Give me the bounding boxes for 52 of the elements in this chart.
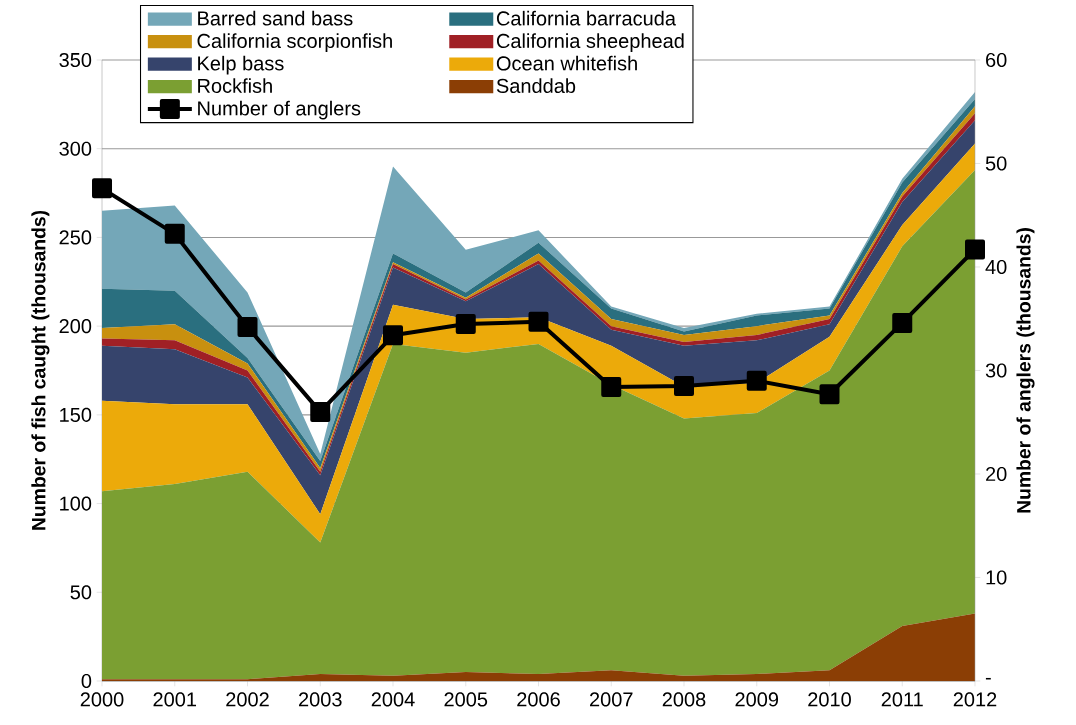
x-tick-label: 2007: [590, 692, 633, 707]
point: [237, 317, 258, 338]
x-tick-label: 2000: [80, 692, 124, 707]
y-tick-label: 300: [59, 141, 92, 156]
y-tick-label: 100: [60, 496, 92, 511]
point: [965, 239, 985, 260]
x-tick-label: 2012: [953, 692, 997, 707]
point: [310, 401, 331, 422]
legend-label: California scorpionfish: [197, 33, 392, 52]
y-tick-label: 150: [60, 407, 92, 422]
x-tick-label: 2003: [299, 692, 342, 707]
point: [528, 311, 549, 332]
x-tick-label: 2001: [153, 692, 197, 707]
point: [674, 376, 694, 397]
legend-label: Barred sand bass: [198, 10, 353, 26]
x-tick-label: 2011: [881, 692, 923, 707]
point: [92, 178, 113, 199]
x-tick-label: 2009: [735, 692, 779, 707]
legend-label: Sanddab: [496, 78, 576, 93]
x-tick-label: 2006: [517, 692, 560, 707]
y2-tick-label: 20: [986, 466, 1007, 482]
x-tick-label: 2002: [226, 692, 269, 707]
x-tick-label: 2004: [371, 692, 415, 707]
legend-label: California barracuda: [496, 10, 676, 26]
point: [383, 325, 403, 346]
y-tick-label: 350: [59, 52, 92, 68]
y2-tick-label: 60: [986, 52, 1007, 68]
point: [746, 370, 767, 391]
legend-label: Kelp bass: [198, 55, 284, 75]
x-tick-label: 2005: [444, 692, 488, 707]
y2-axis-title: Number of anglers (thousands): [1016, 228, 1035, 513]
y-axis-title: Number of fish caught (thousands): [31, 210, 50, 530]
y-tick-label: 200: [59, 319, 92, 334]
x-tick-label: 2008: [662, 692, 706, 707]
y2-tick-label: 50: [985, 156, 1007, 171]
point: [455, 313, 476, 334]
y2-tick-label: 40: [985, 259, 1007, 275]
legend-label: Rockfish: [198, 78, 272, 93]
legend-label: Ocean whitefish: [496, 55, 637, 71]
point: [892, 312, 913, 333]
point: [819, 384, 840, 405]
y-tick-label: 50: [70, 585, 92, 600]
y2-tick-label: -: [985, 677, 991, 680]
point: [601, 377, 622, 398]
x-tick-label: 2010: [808, 692, 851, 707]
y-tick-label: 0: [81, 673, 92, 689]
legend-label: Number of anglers: [198, 100, 361, 120]
legend-label: California sheephead: [496, 33, 684, 52]
y2-tick-label: 10: [986, 570, 1007, 585]
y-tick-label: 250: [59, 230, 92, 245]
y2-tick-label: 30: [985, 363, 1007, 378]
point: [164, 223, 185, 244]
